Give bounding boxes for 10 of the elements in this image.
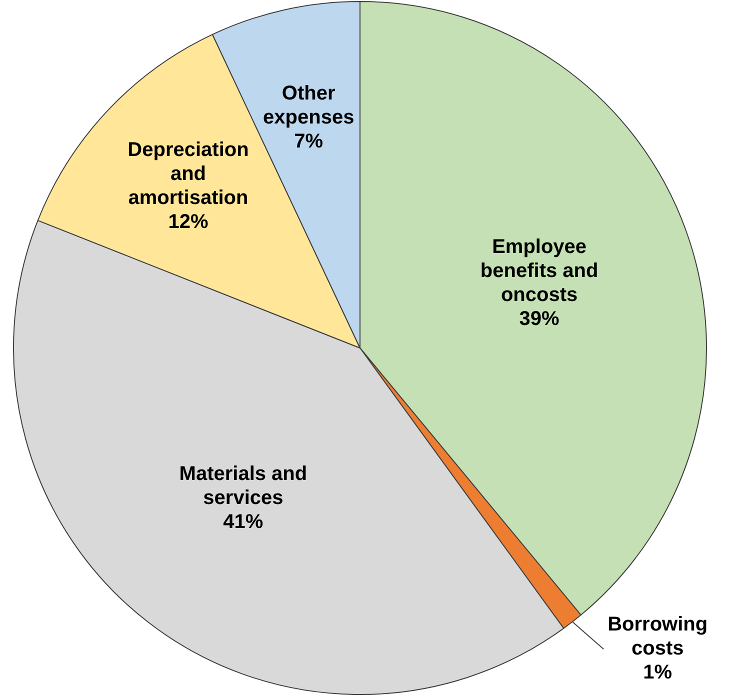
data-label: 12%	[168, 211, 208, 234]
data-label: 1%	[643, 662, 672, 684]
slice-label: Other expenses	[263, 82, 354, 129]
slice-label: Employee benefits and oncosts	[480, 236, 598, 306]
slice-label: Depreciation and amortisation	[128, 139, 249, 210]
data-label: 41%	[223, 511, 264, 534]
slice-label: Borrowing costs	[608, 614, 708, 660]
slice-label: Materials and services	[179, 463, 308, 510]
data-label: 7%	[294, 130, 324, 153]
data-label: 39%	[519, 308, 560, 330]
